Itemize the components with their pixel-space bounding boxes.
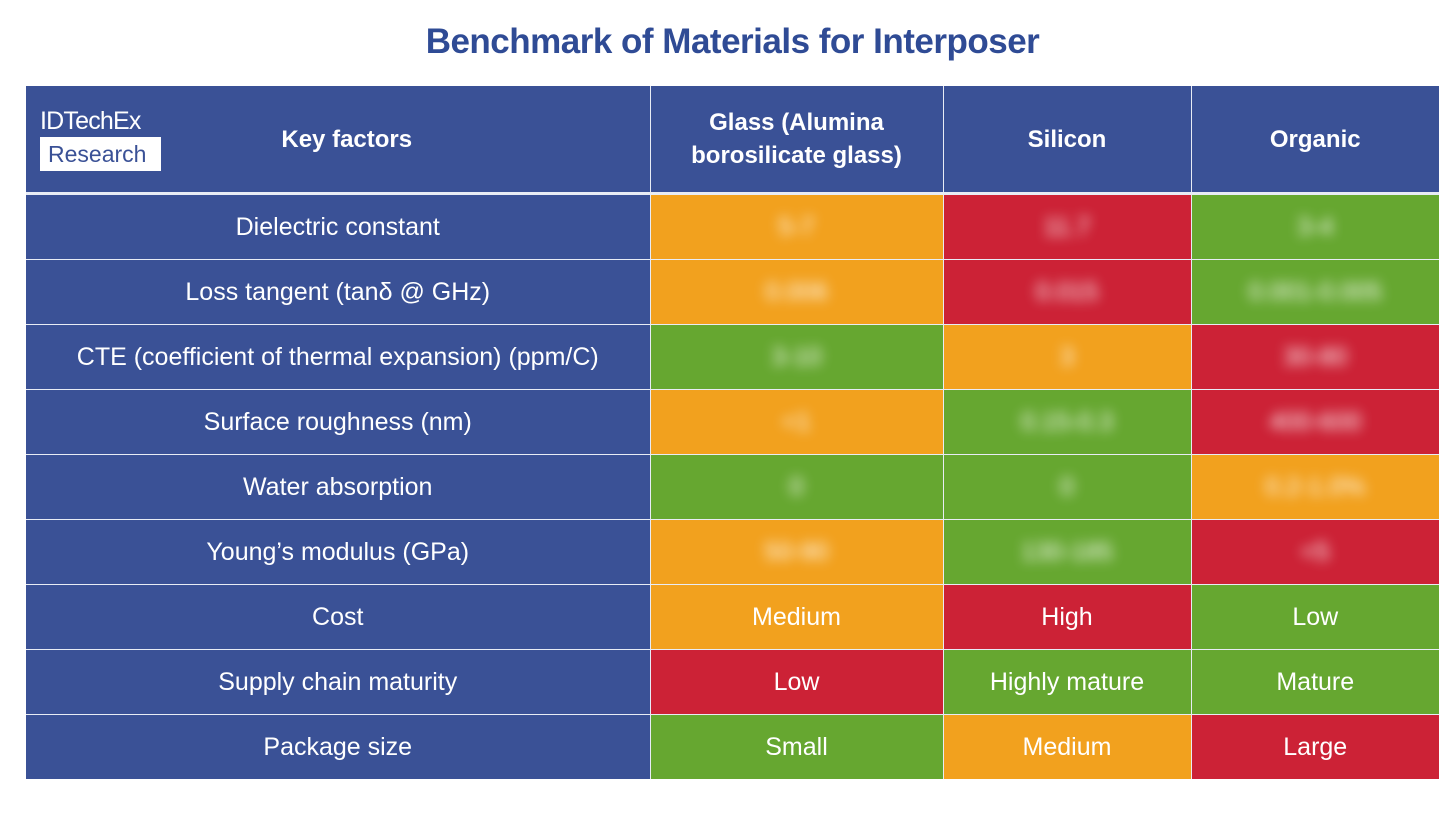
table-row: Water absorption 0 0 0.2-1.0% bbox=[26, 454, 1439, 520]
value-text: 0 bbox=[1060, 472, 1074, 501]
value-text: Low bbox=[1292, 602, 1339, 631]
value-cell: Low bbox=[1190, 584, 1439, 650]
value-text: 0.006 bbox=[765, 277, 828, 306]
value-cell: 0.001-0.005 bbox=[1190, 259, 1439, 325]
value-text: 3 bbox=[1060, 342, 1074, 371]
value-cell: 0 bbox=[649, 454, 943, 520]
value-cell: Large bbox=[1190, 714, 1439, 779]
value-text: 3-4 bbox=[1297, 212, 1334, 241]
value-cell: 0.2-1.0% bbox=[1190, 454, 1439, 520]
table-row: Surface roughness (nm) <1 0.15-0.3 400-600 bbox=[26, 389, 1439, 455]
value-cell: 130-185 bbox=[942, 519, 1191, 585]
value-cell: <1 bbox=[649, 389, 943, 455]
value-cell: 3-4 bbox=[1190, 193, 1439, 260]
value-text: 11.7 bbox=[1043, 212, 1091, 241]
logo-text-idtechex: IDTechEx bbox=[40, 107, 141, 135]
table-row: Cost Medium High Low bbox=[26, 584, 1439, 650]
value-text: 0.15-0.3 bbox=[1021, 407, 1113, 436]
value-text: Medium bbox=[752, 602, 841, 631]
value-cell: Medium bbox=[649, 584, 943, 650]
value-text: Small bbox=[765, 732, 828, 761]
table-header-row: IDTechEx Research Key factors Glass (Alu… bbox=[26, 86, 1439, 195]
value-cell: 0.015 bbox=[942, 259, 1191, 325]
value-cell: Mature bbox=[1190, 649, 1439, 715]
value-text: Mature bbox=[1276, 667, 1355, 696]
header-organic: Organic bbox=[1190, 86, 1439, 195]
value-cell: 3 bbox=[942, 324, 1191, 390]
value-text: Medium bbox=[1022, 732, 1112, 761]
value-text: Highly mature bbox=[989, 667, 1145, 696]
value-text: 30-80 bbox=[1283, 342, 1348, 371]
header-label: Glass (Alumina borosilicate glass) bbox=[691, 109, 902, 169]
factor-cell: Surface roughness (nm) bbox=[26, 389, 650, 455]
table-row: Loss tangent (tanδ @ GHz) 0.006 0.015 0.001… bbox=[26, 259, 1439, 325]
value-cell: Small bbox=[649, 714, 943, 779]
value-text: 3-10 bbox=[771, 342, 822, 371]
benchmark-table: IDTechEx Research Key factors Glass (Alu… bbox=[26, 86, 1439, 779]
value-text: 0 bbox=[789, 472, 804, 501]
value-cell: 0.15-0.3 bbox=[942, 389, 1191, 455]
value-text: 130-185 bbox=[1021, 537, 1113, 566]
value-text: 50-90 bbox=[764, 537, 829, 566]
factor-cell: Supply chain maturity bbox=[26, 649, 650, 715]
value-text: 5-7 bbox=[778, 212, 815, 241]
factor-cell: CTE (coefficient of thermal expansion) (… bbox=[26, 324, 650, 390]
header-label: Organic bbox=[1269, 125, 1361, 153]
value-text: 0.015 bbox=[1035, 277, 1099, 306]
value-cell: 0 bbox=[942, 454, 1191, 520]
value-text: Low bbox=[773, 667, 820, 696]
value-text: 0.2-1.0% bbox=[1265, 472, 1366, 501]
value-cell: High bbox=[942, 584, 1191, 650]
table-row: Supply chain maturity Low Highly mature Mat… bbox=[26, 649, 1439, 715]
factor-cell: Loss tangent (tanδ @ GHz) bbox=[26, 259, 650, 325]
factor-cell: Young’s modulus (GPa) bbox=[26, 519, 650, 585]
header-label: Silicon bbox=[1027, 125, 1107, 153]
factor-cell: Water absorption bbox=[26, 454, 650, 520]
value-cell: Medium bbox=[942, 714, 1191, 779]
table-row: Dielectric constant 5-7 11.7 3-4 bbox=[26, 193, 1439, 260]
idtechex-logo: IDTechEx Research bbox=[40, 108, 163, 171]
value-text: <5 bbox=[1300, 537, 1330, 566]
factor-cell: Dielectric constant bbox=[26, 193, 650, 260]
value-text: High bbox=[1041, 602, 1093, 631]
header-key-factors: IDTechEx Research Key factors bbox=[26, 86, 650, 195]
value-cell: 50-90 bbox=[649, 519, 943, 585]
value-cell: <5 bbox=[1190, 519, 1439, 585]
value-cell: 3-10 bbox=[649, 324, 943, 390]
header-silicon: Silicon bbox=[942, 86, 1191, 195]
table-row: CTE (coefficient of thermal expansion) (… bbox=[26, 324, 1439, 390]
value-text: 400-600 bbox=[1269, 407, 1362, 436]
value-cell: 5-7 bbox=[649, 193, 943, 260]
value-cell: 11.7 bbox=[942, 193, 1191, 260]
value-cell: 0.006 bbox=[649, 259, 943, 325]
header-label: Key factors bbox=[281, 125, 413, 153]
value-cell: 30-80 bbox=[1190, 324, 1439, 390]
factor-cell: Cost bbox=[26, 584, 650, 650]
value-cell: Highly mature bbox=[942, 649, 1191, 715]
value-text: Large bbox=[1283, 732, 1348, 761]
factor-cell: Package size bbox=[26, 714, 650, 779]
value-cell: 400-600 bbox=[1190, 389, 1439, 455]
value-text: <1 bbox=[782, 407, 811, 436]
table-row: Young’s modulus (GPa) 50-90 130-185 <5 bbox=[26, 519, 1439, 585]
header-glass: Glass (Alumina borosilicate glass) bbox=[649, 86, 943, 195]
page-title: Benchmark of Materials for Interposer bbox=[425, 22, 1040, 61]
value-cell: Low bbox=[649, 649, 943, 715]
table-row: Package size Small Medium Large bbox=[26, 714, 1439, 779]
value-text: 0.001-0.005 bbox=[1248, 277, 1382, 306]
logo-text-research: Research bbox=[40, 137, 161, 171]
